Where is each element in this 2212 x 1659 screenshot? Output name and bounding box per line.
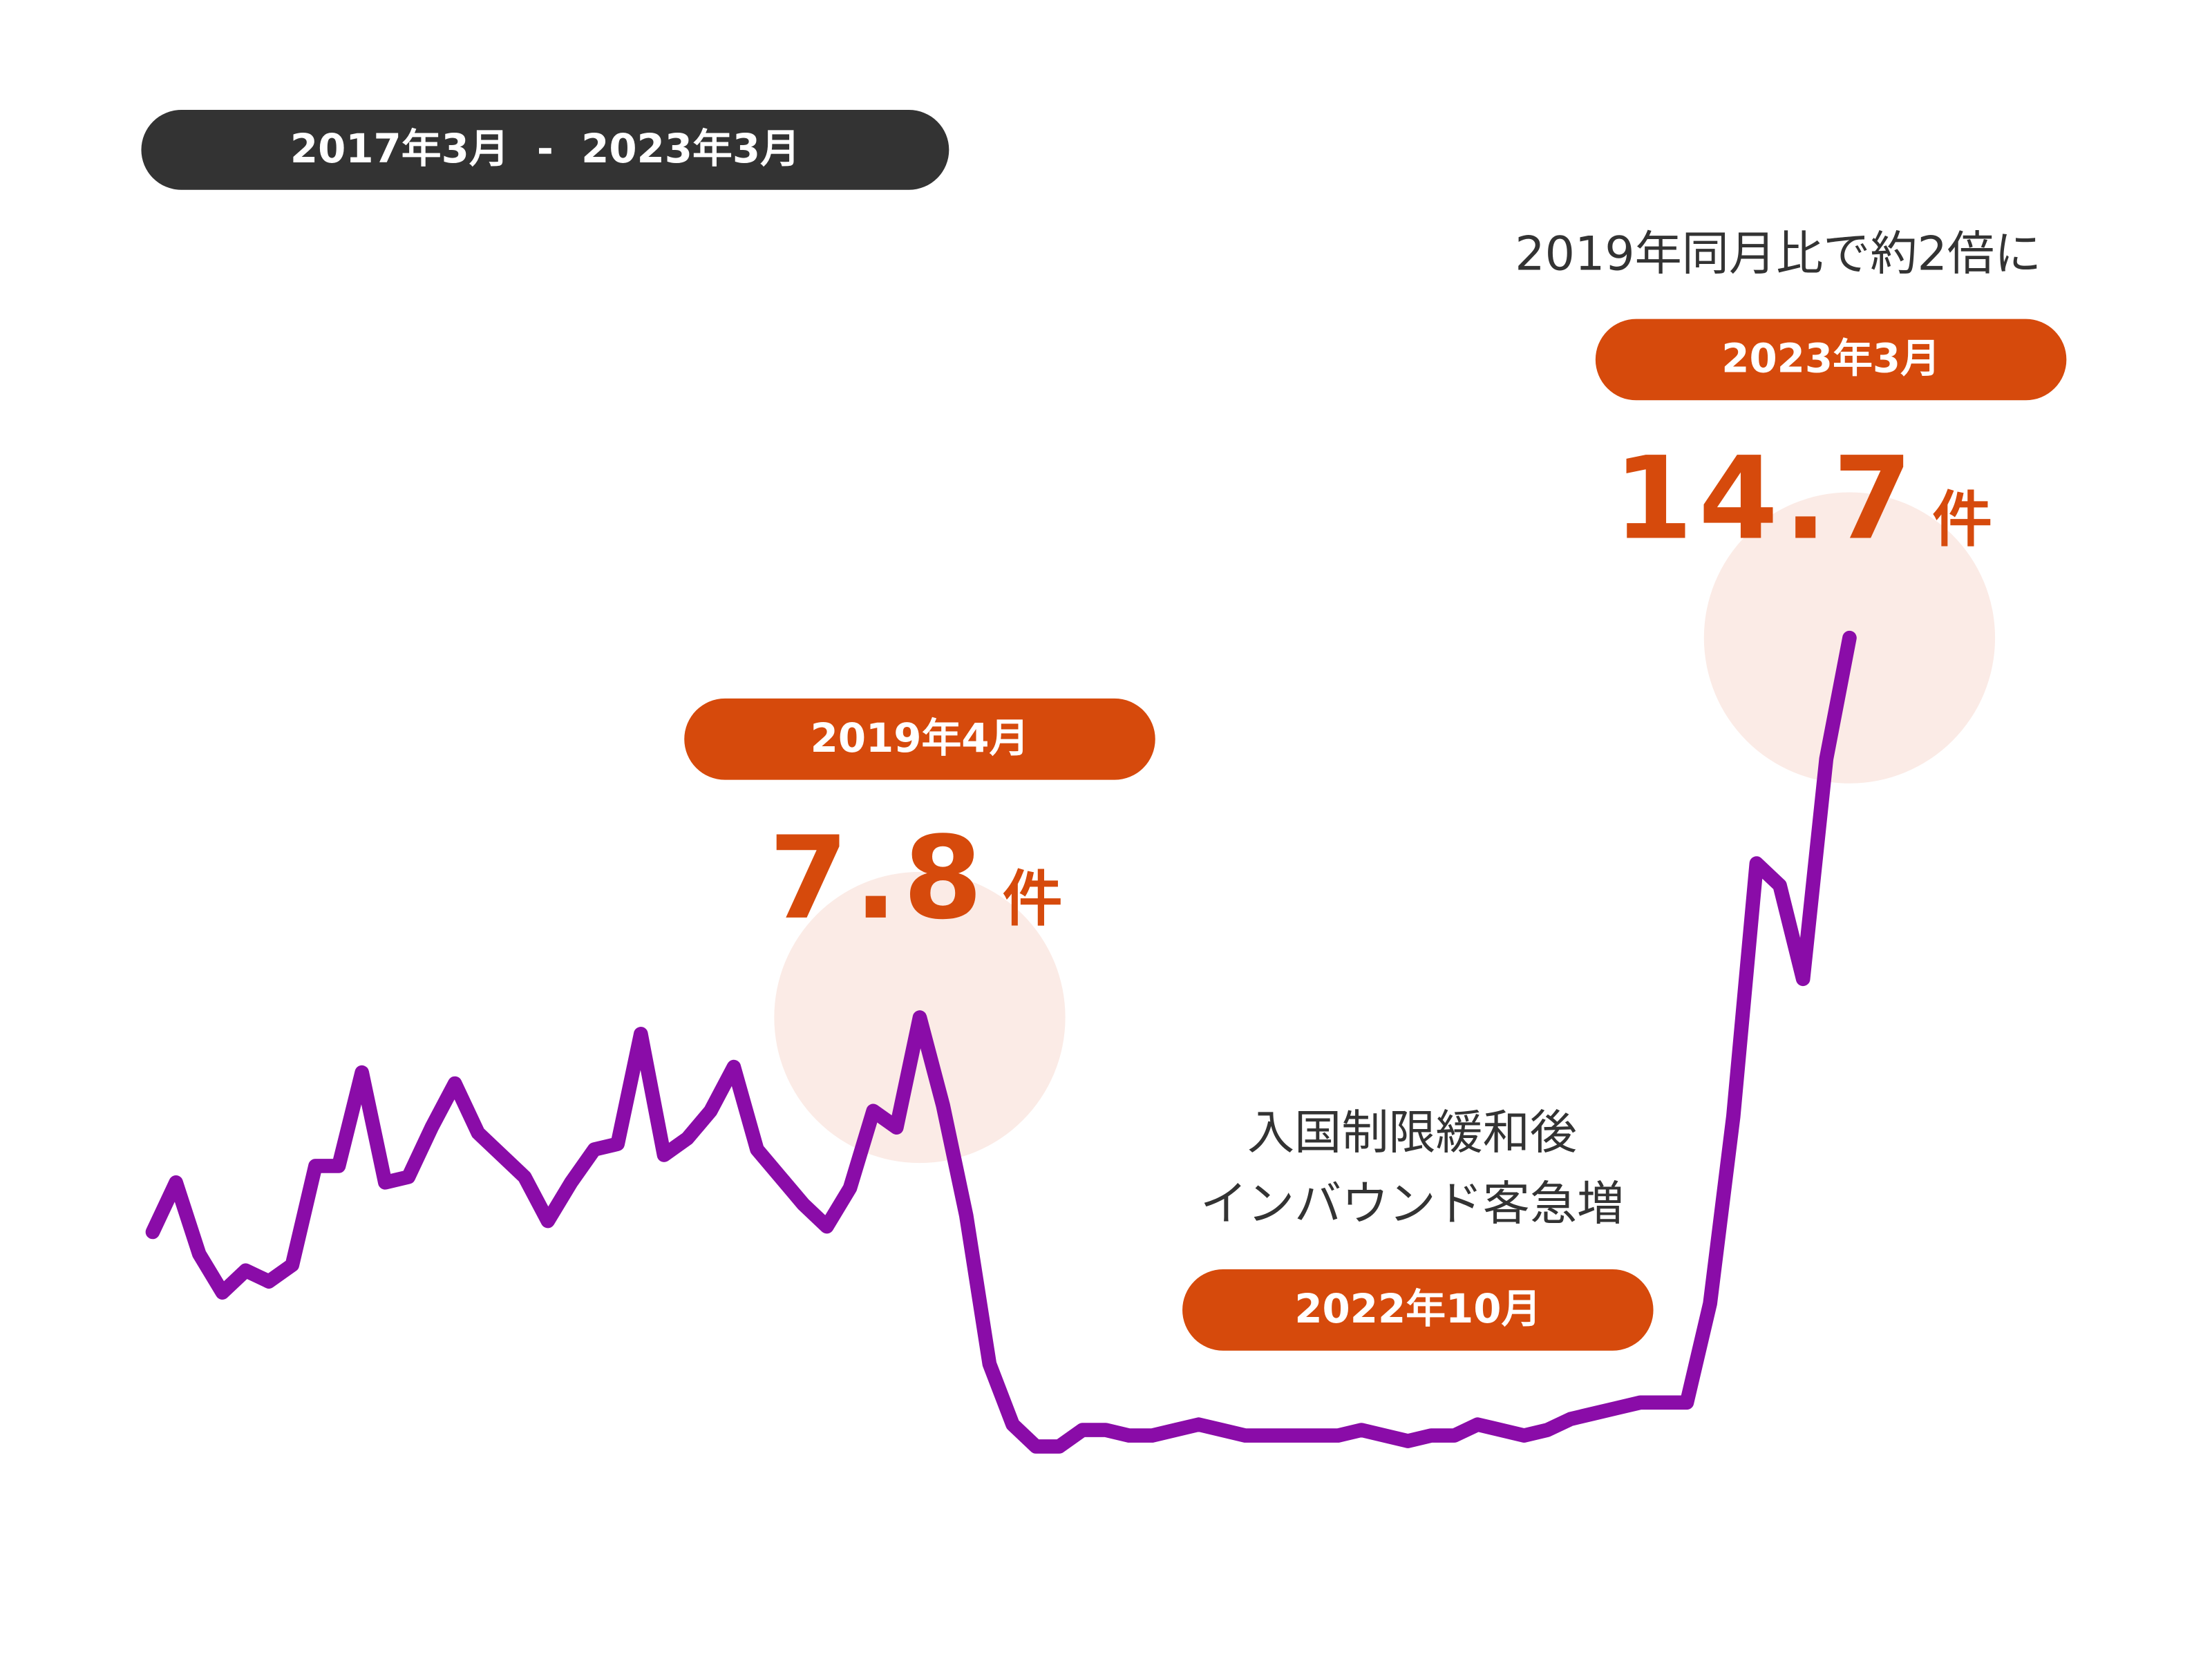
period-pill [141,110,949,190]
date-label: 2023年3月 [1721,335,1940,382]
date-pill [1182,1269,1654,1351]
date-pill [1595,319,2067,401]
date-pill [684,698,1155,780]
note-text: 入国制限緩和後 [1247,1106,1577,1160]
note-text: 2019年同月比で約2倍に [1515,227,2041,281]
value-unit: 件 [1003,864,1063,934]
value-unit: 件 [1932,485,1992,555]
date-label: 2022年10月 [1294,1285,1541,1332]
value-label: 14.7 [1614,433,1918,565]
date-label: 2019年4月 [811,714,1030,761]
data-line [145,630,1857,1454]
value-label: 7.8 [769,812,988,945]
note-text: インバウンド客急増 [1200,1177,1624,1232]
period-label: 2017年3月 - 2023年3月 [290,125,800,172]
